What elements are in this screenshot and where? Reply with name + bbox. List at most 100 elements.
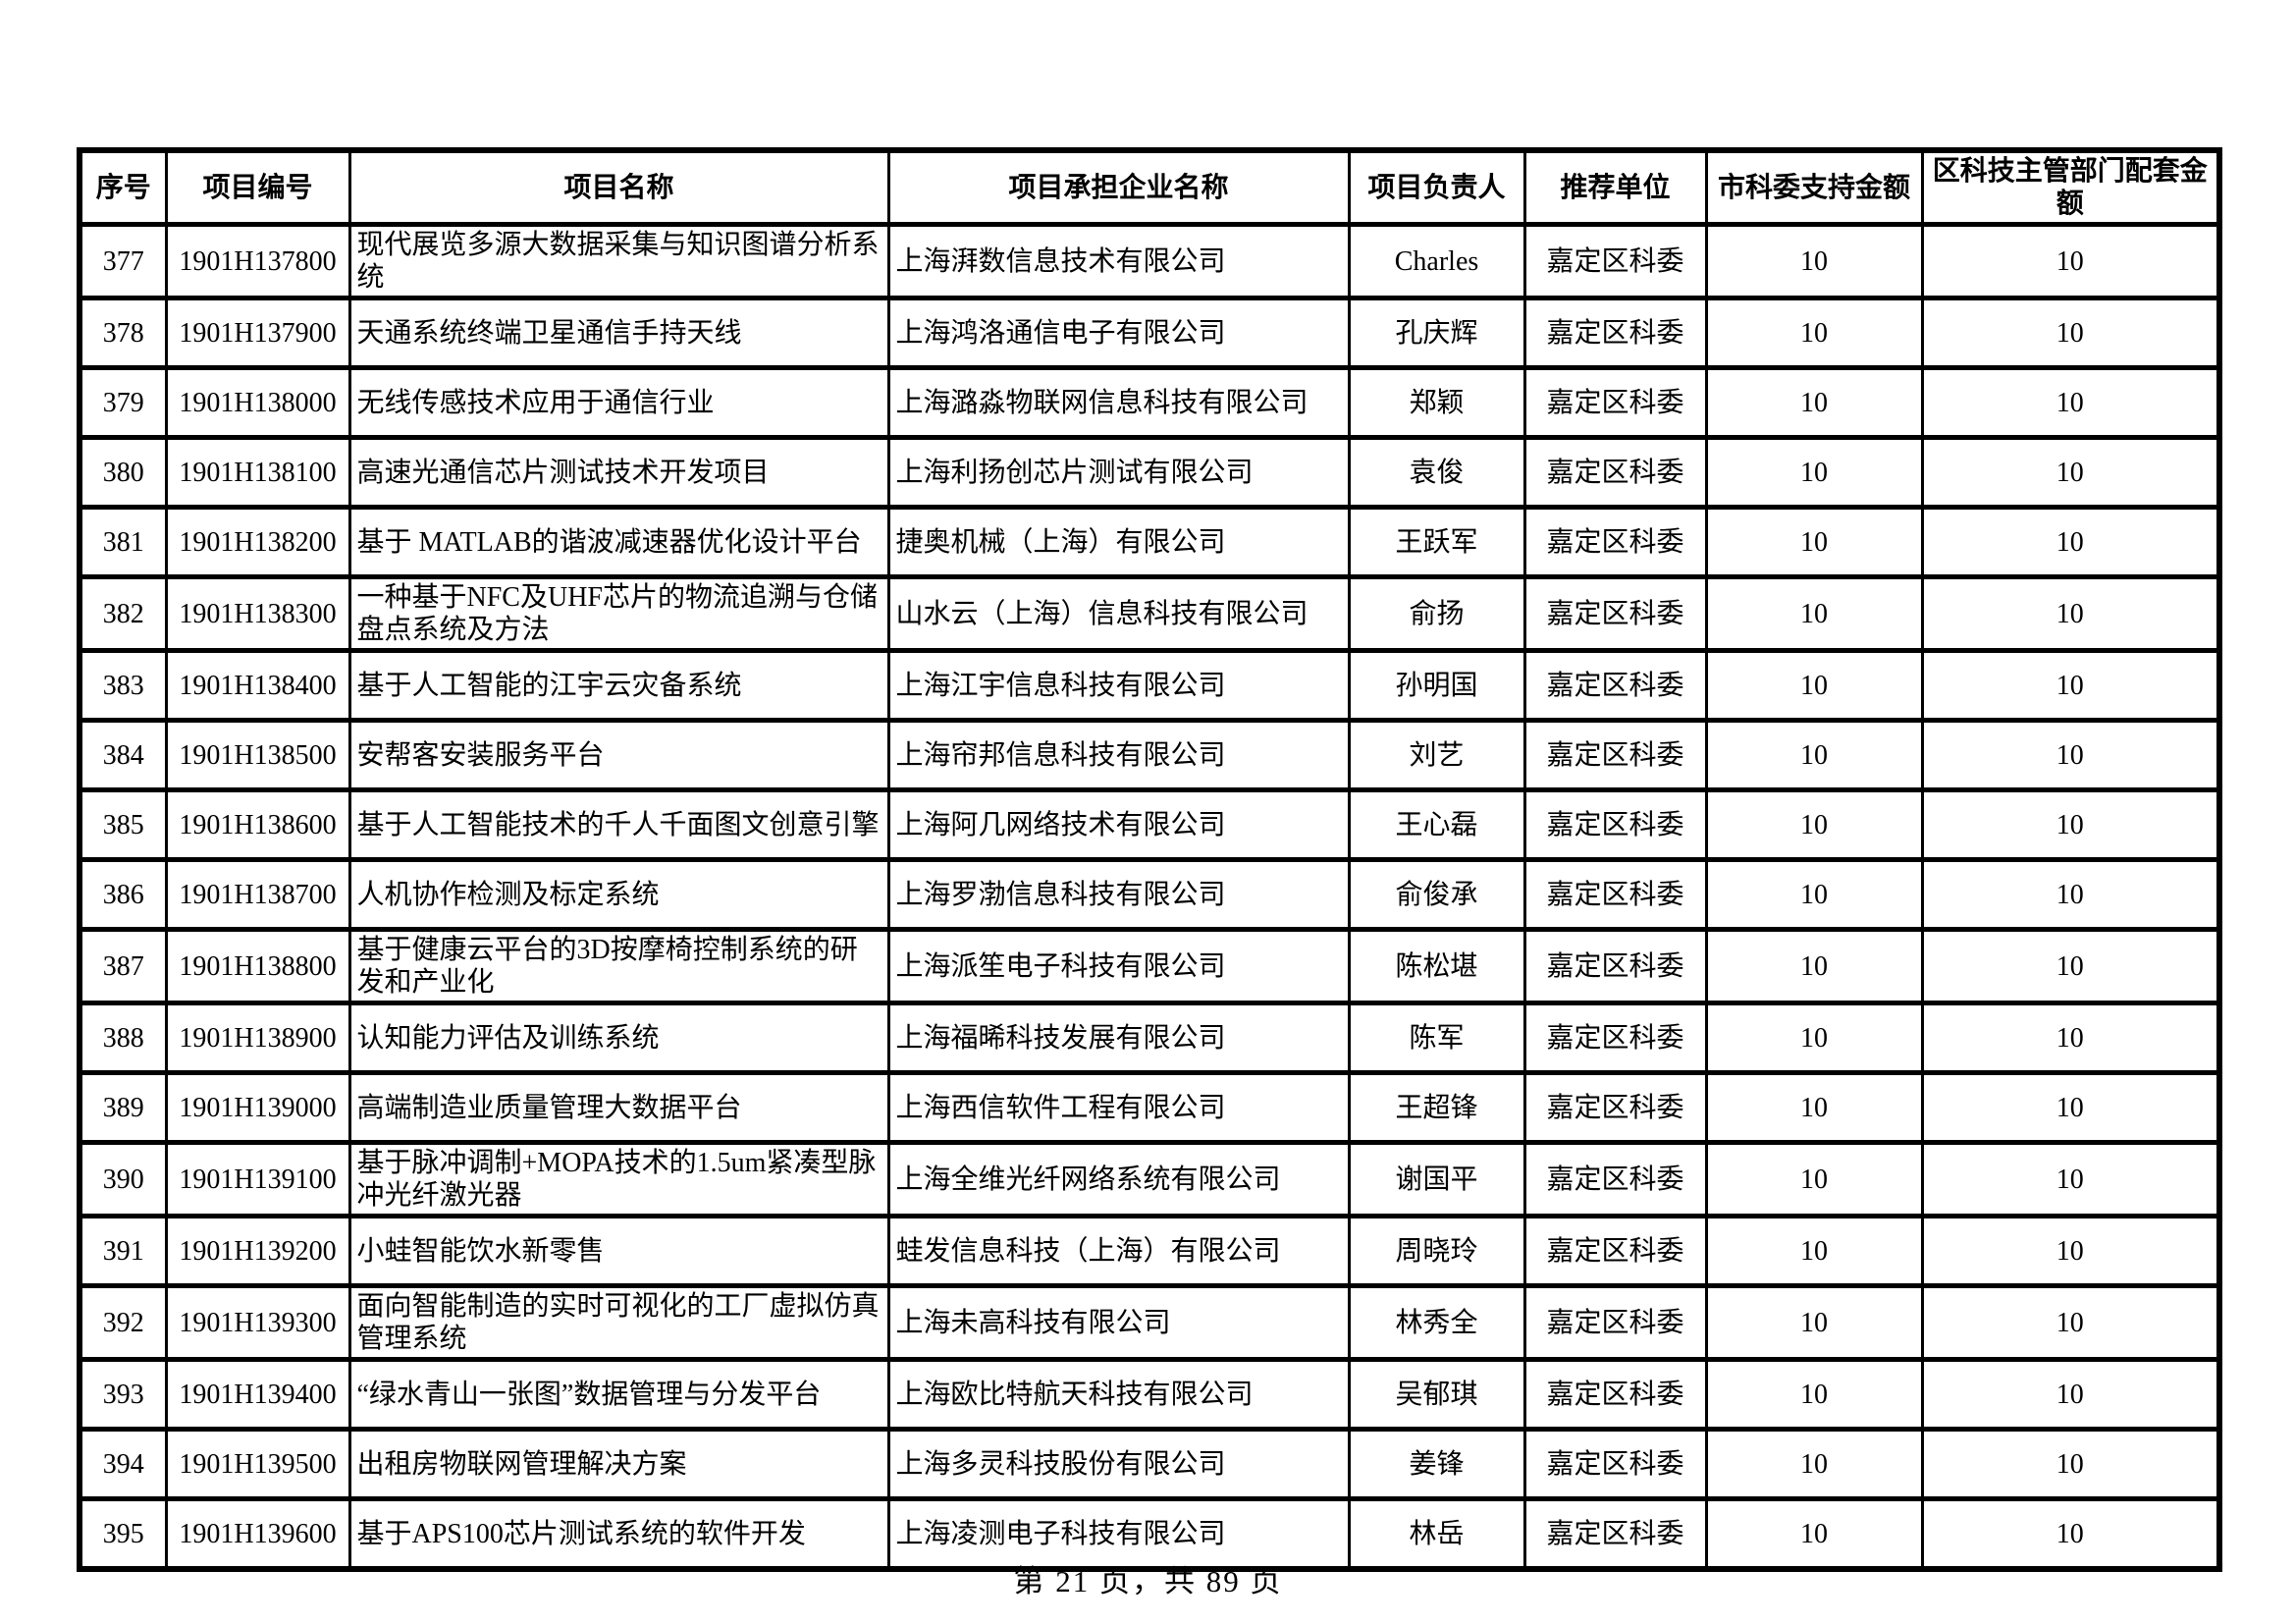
table-row: 390 1901H139100 基于脉冲调制+MOPA技术的1.5um紧凑型脉冲…	[78, 1140, 2221, 1219]
table-row: 383 1901H138400 基于人工智能的江宇云灾备系统 上海江宇信息科技有…	[78, 648, 2221, 724]
cell-city-amount: 10	[1704, 648, 1924, 724]
table-row: 394 1901H139500 出租房物联网管理解决方案 上海多灵科技股份有限公…	[78, 1427, 2221, 1502]
cell-project-code: 1901H137900	[164, 296, 351, 371]
table-row: 378 1901H137900 天通系统终端卫星通信手持天线 上海鸿洛通信电子有…	[78, 296, 2221, 371]
cell-project-name: 基于脉冲调制+MOPA技术的1.5um紧凑型脉冲光纤激光器	[347, 1140, 890, 1219]
cell-project-name: 现代展览多源大数据采集与知识图谱分析系统	[347, 222, 890, 301]
table-row: 387 1901H138800 基于健康云平台的3D按摩椅控制系统的研发和产业化…	[78, 927, 2221, 1006]
cell-district-amount: 10	[1920, 435, 2221, 511]
cell-recommender: 嘉定区科委	[1522, 574, 1708, 654]
cell-project-name: 基于人工智能技术的千人千面图文创意引擎	[347, 787, 890, 863]
cell-recommender: 嘉定区科委	[1522, 1496, 1708, 1572]
table-row: 386 1901H138700 人机协作检测及标定系统 上海罗渤信息科技有限公司…	[78, 857, 2221, 933]
cell-city-amount: 10	[1704, 1001, 1924, 1076]
cell-leader: 林秀全	[1347, 1283, 1526, 1363]
cell-district-amount: 10	[1920, 1357, 2221, 1433]
cell-seq: 393	[78, 1357, 168, 1433]
cell-seq: 389	[78, 1070, 168, 1146]
cell-seq: 386	[78, 857, 168, 933]
page-indicator: 第 21 页，共 89 页	[1013, 1564, 1283, 1598]
cell-project-code: 1901H139400	[164, 1357, 351, 1433]
cell-district-amount: 10	[1920, 1214, 2221, 1289]
cell-leader: 俞俊承	[1347, 857, 1526, 933]
cell-recommender: 嘉定区科委	[1522, 1283, 1708, 1363]
cell-company: 上海帘邦信息科技有限公司	[886, 718, 1351, 793]
cell-city-amount: 10	[1704, 1496, 1924, 1572]
table-row: 395 1901H139600 基于APS100芯片测试系统的软件开发 上海凌测…	[78, 1496, 2221, 1572]
cell-company: 上海欧比特航天科技有限公司	[886, 1357, 1351, 1433]
cell-leader: 郑颖	[1347, 365, 1526, 441]
cell-company: 上海多灵科技股份有限公司	[886, 1427, 1351, 1502]
cell-district-amount: 10	[1920, 1140, 2221, 1219]
cell-seq: 391	[78, 1214, 168, 1289]
cell-district-amount: 10	[1920, 1001, 2221, 1076]
cell-project-name: 高端制造业质量管理大数据平台	[347, 1070, 890, 1146]
col-header-company: 项目承担企业名称	[886, 147, 1351, 228]
cell-leader: 王跃军	[1347, 505, 1526, 580]
table-row: 377 1901H137800 现代展览多源大数据采集与知识图谱分析系统 上海湃…	[78, 222, 2221, 301]
cell-seq: 378	[78, 296, 168, 371]
cell-district-amount: 10	[1920, 505, 2221, 580]
col-header-project-code: 项目编号	[164, 147, 351, 228]
cell-leader: 谢国平	[1347, 1140, 1526, 1219]
cell-company: 上海凌测电子科技有限公司	[886, 1496, 1351, 1572]
cell-district-amount: 10	[1920, 222, 2221, 301]
cell-leader: 周晓玲	[1347, 1214, 1526, 1289]
cell-city-amount: 10	[1704, 1214, 1924, 1289]
cell-leader: 孔庆辉	[1347, 296, 1526, 371]
cell-recommender: 嘉定区科委	[1522, 857, 1708, 933]
col-header-district-amount: 区科技主管部门配套金额	[1920, 147, 2221, 228]
cell-recommender: 嘉定区科委	[1522, 435, 1708, 511]
cell-leader: 袁俊	[1347, 435, 1526, 511]
cell-project-code: 1901H139000	[164, 1070, 351, 1146]
table-header-row: 序号 项目编号 项目名称 项目承担企业名称 项目负责人 推荐单位 市科委支持金额…	[78, 147, 2221, 228]
cell-project-name: 面向智能制造的实时可视化的工厂虚拟仿真管理系统	[347, 1283, 890, 1363]
cell-city-amount: 10	[1704, 787, 1924, 863]
cell-seq: 392	[78, 1283, 168, 1363]
cell-district-amount: 10	[1920, 365, 2221, 441]
cell-seq: 390	[78, 1140, 168, 1219]
cell-seq: 387	[78, 927, 168, 1006]
cell-city-amount: 10	[1704, 1427, 1924, 1502]
cell-city-amount: 10	[1704, 927, 1924, 1006]
col-header-recommender: 推荐单位	[1522, 147, 1708, 228]
cell-company: 上海罗渤信息科技有限公司	[886, 857, 1351, 933]
cell-company: 蛙发信息科技（上海）有限公司	[886, 1214, 1351, 1289]
cell-company: 上海未高科技有限公司	[886, 1283, 1351, 1363]
cell-recommender: 嘉定区科委	[1522, 1214, 1708, 1289]
cell-leader: 陈军	[1347, 1001, 1526, 1076]
cell-project-code: 1901H139200	[164, 1214, 351, 1289]
cell-city-amount: 10	[1704, 435, 1924, 511]
table-row: 391 1901H139200 小蛙智能饮水新零售 蛙发信息科技（上海）有限公司…	[78, 1214, 2221, 1289]
cell-company: 上海江宇信息科技有限公司	[886, 648, 1351, 724]
cell-project-code: 1901H138100	[164, 435, 351, 511]
cell-recommender: 嘉定区科委	[1522, 1070, 1708, 1146]
table-body: 377 1901H137800 现代展览多源大数据采集与知识图谱分析系统 上海湃…	[78, 222, 2221, 1572]
cell-project-code: 1901H138000	[164, 365, 351, 441]
cell-city-amount: 10	[1704, 1357, 1924, 1433]
cell-district-amount: 10	[1920, 857, 2221, 933]
projects-table-wrap: 序号 项目编号 项目名称 项目承担企业名称 项目负责人 推荐单位 市科委支持金额…	[77, 147, 2222, 1572]
col-header-leader: 项目负责人	[1347, 147, 1526, 228]
cell-district-amount: 10	[1920, 648, 2221, 724]
cell-project-name: 出租房物联网管理解决方案	[347, 1427, 890, 1502]
table-row: 384 1901H138500 安帮客安装服务平台 上海帘邦信息科技有限公司 刘…	[78, 718, 2221, 793]
cell-leader: 俞扬	[1347, 574, 1526, 654]
col-header-seq: 序号	[78, 147, 168, 228]
cell-project-name: 安帮客安装服务平台	[347, 718, 890, 793]
cell-project-code: 1901H138400	[164, 648, 351, 724]
cell-district-amount: 10	[1920, 574, 2221, 654]
cell-seq: 381	[78, 505, 168, 580]
cell-project-code: 1901H138900	[164, 1001, 351, 1076]
cell-recommender: 嘉定区科委	[1522, 648, 1708, 724]
cell-project-name: 一种基于NFC及UHF芯片的物流追溯与仓储盘点系统及方法	[347, 574, 890, 654]
cell-seq: 382	[78, 574, 168, 654]
cell-recommender: 嘉定区科委	[1522, 1140, 1708, 1219]
cell-project-name: 人机协作检测及标定系统	[347, 857, 890, 933]
cell-seq: 394	[78, 1427, 168, 1502]
cell-recommender: 嘉定区科委	[1522, 787, 1708, 863]
cell-leader: 王心磊	[1347, 787, 1526, 863]
table-row: 380 1901H138100 高速光通信芯片测试技术开发项目 上海利扬创芯片测…	[78, 435, 2221, 511]
cell-project-name: 认知能力评估及训练系统	[347, 1001, 890, 1076]
